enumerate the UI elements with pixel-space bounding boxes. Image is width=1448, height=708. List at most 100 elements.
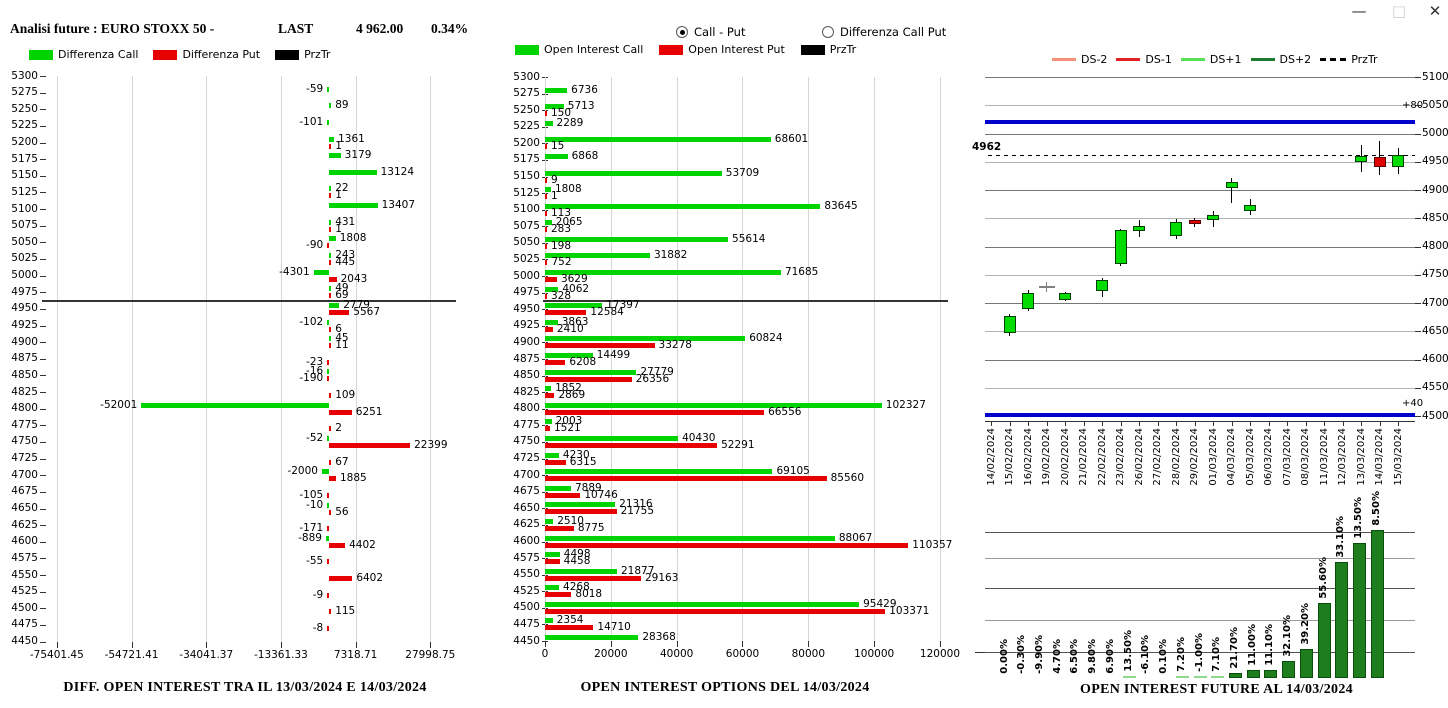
put-bar <box>545 409 765 415</box>
candle-chart-legend: DS-2 DS-1 DS+1 DS+2 PrzTr <box>1052 53 1378 66</box>
y-axis-label: 5275 <box>11 86 38 99</box>
y-axis-label: 5025 <box>513 252 540 265</box>
call-bar <box>545 253 650 259</box>
call-bar <box>545 502 616 508</box>
put-bar <box>545 426 550 432</box>
blue-level-label: +40 <box>1402 397 1424 409</box>
put-bar <box>329 193 332 199</box>
y-axis-tick <box>40 159 46 161</box>
put-bar <box>545 393 555 399</box>
call-bar <box>545 535 835 541</box>
put-bar-value: 2043 <box>340 272 368 285</box>
y-axis-label: 5225 <box>11 119 38 132</box>
y-axis-label: 5175 <box>513 153 540 166</box>
put-bar <box>545 277 557 283</box>
put-bar-value: -90 <box>306 239 324 252</box>
y-axis-label: 4600 <box>1422 353 1448 365</box>
put-bar <box>329 426 332 432</box>
put-bar <box>327 492 330 498</box>
grid-line-horizontal <box>985 303 1415 304</box>
call-bar <box>545 435 679 441</box>
x-axis-date-label: 20/02/2024 <box>1059 427 1071 486</box>
put-bar-value: 85560 <box>830 472 865 485</box>
call-bar-value: 13124 <box>380 165 414 178</box>
put-bar-value: 752 <box>551 256 572 269</box>
put-bar-value: 283 <box>551 223 572 236</box>
call-bar <box>327 319 330 325</box>
y-axis-label: 4650 <box>11 502 38 514</box>
put-bar-value: 2869 <box>558 389 586 402</box>
call-bar <box>329 252 332 258</box>
x-axis-tick <box>742 641 744 648</box>
grid-line-horizontal <box>985 246 1415 248</box>
y-axis-label: 4950 <box>1422 155 1448 168</box>
call-bar-value: 1808 <box>339 232 367 245</box>
call-bar <box>545 236 729 242</box>
call-bar-value: 13407 <box>381 199 416 212</box>
y-axis-label: 4875 <box>513 352 540 365</box>
put-bar <box>329 143 332 149</box>
grid-line-vertical <box>610 77 612 642</box>
minimize-icon[interactable]: — <box>1351 2 1367 20</box>
radio-unselected-icon[interactable] <box>822 26 834 38</box>
y-axis-tick <box>40 325 46 327</box>
close-icon[interactable]: ✕ <box>1428 2 1442 20</box>
call-bar-value: 2510 <box>557 514 584 527</box>
x-axis-date-label: 14/03/2024 <box>1374 427 1385 486</box>
y-axis-label: 4675 <box>513 485 540 498</box>
put-bar <box>329 309 350 315</box>
x-axis-tick <box>1361 420 1362 426</box>
y-axis-tick <box>40 342 46 344</box>
put-bar <box>545 111 547 117</box>
maximize-icon[interactable]: □ <box>1391 2 1407 20</box>
last-price-value: 4 962.00 <box>356 21 404 36</box>
put-bar-value: 1521 <box>554 422 581 435</box>
radio-differenza-call-put[interactable]: Differenza Call Put <box>822 25 946 39</box>
call-bar-value: 1361 <box>338 132 365 145</box>
y-axis-label: 4900 <box>11 335 38 348</box>
put-bar-value: 1 <box>551 190 558 203</box>
x-axis-tick <box>131 641 133 648</box>
blue-level-label: +80 <box>1402 100 1424 112</box>
y-axis-label: 4725 <box>11 452 38 465</box>
call-bar-value: 68601 <box>774 133 809 146</box>
grid-line-horizontal <box>985 620 1415 621</box>
x-axis-tick <box>1083 420 1085 426</box>
x-axis-date-label: 13/03/2024 <box>1355 427 1367 486</box>
legend-item-ds-plus1: DS+1 <box>1180 53 1242 66</box>
call-bar-value: 2354 <box>556 614 584 627</box>
x-axis-date-label: 16/02/2024 <box>1022 427 1034 486</box>
legend-item-ds-minus1: DS-1 <box>1116 53 1172 66</box>
x-axis-date-label: 14/02/2024 <box>985 427 997 486</box>
y-axis-tick <box>40 275 46 277</box>
dark-green-line-icon <box>1250 58 1275 61</box>
call-bar <box>329 302 340 308</box>
put-bar-value: 110357 <box>912 538 953 551</box>
legend-label: PrzTr <box>304 48 331 61</box>
radio-selected-icon[interactable] <box>676 26 688 38</box>
future-oi-bar <box>1335 561 1349 678</box>
x-axis-date-label: 26/02/2024 <box>1133 427 1145 486</box>
y-axis-tick <box>40 525 46 527</box>
radio-call-put[interactable]: Call - Put <box>676 25 745 39</box>
przt-price-line <box>543 300 948 303</box>
x-axis-label: -54721.41 <box>104 648 159 661</box>
grid-line-vertical <box>56 76 58 642</box>
call-bar <box>545 203 821 209</box>
y-axis-label: 5100 <box>513 203 540 216</box>
call-bar-value: -101 <box>299 115 324 128</box>
legend-item-przt: PrzTr <box>800 43 856 56</box>
call-bar-value: 83645 <box>824 199 858 212</box>
bar-percent-label: -0.30% <box>1016 635 1028 674</box>
legend-item-differenza-put: Differenza Put <box>153 48 260 61</box>
put-bar <box>545 376 632 382</box>
y-axis-label: 4625 <box>513 518 540 531</box>
x-axis-tick <box>1139 420 1140 426</box>
put-bar <box>327 526 330 532</box>
x-axis-tick <box>1342 420 1344 426</box>
call-bar-value: 21877 <box>621 564 655 577</box>
call-bar <box>545 353 593 359</box>
candle-body <box>1133 226 1145 232</box>
call-bar-value: 21316 <box>619 498 653 511</box>
